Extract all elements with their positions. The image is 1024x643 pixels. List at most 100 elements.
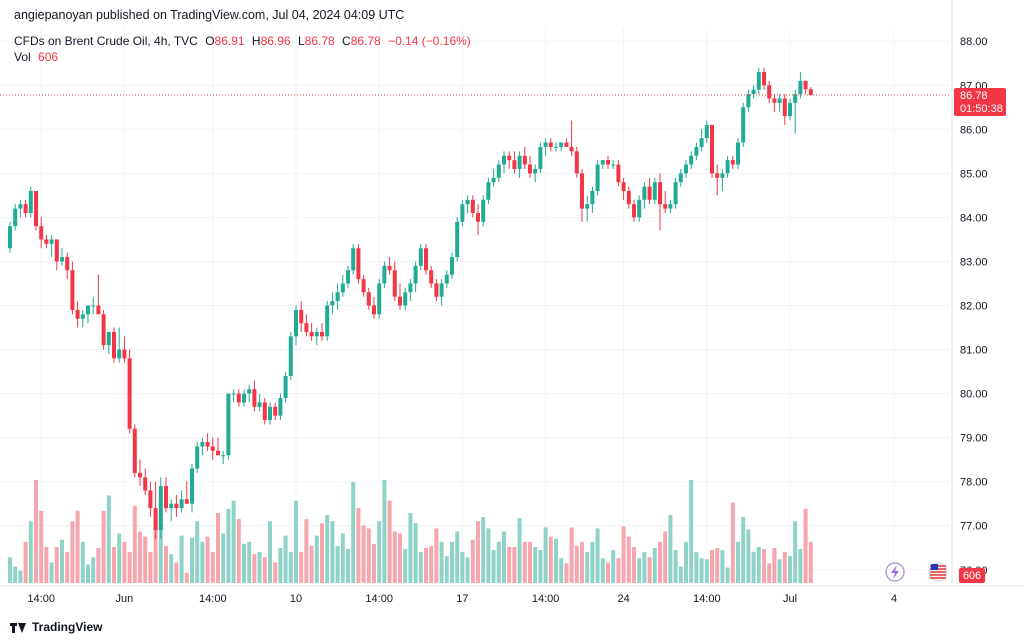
x-tick-label: 10 bbox=[290, 593, 302, 605]
volume-tag[interactable] bbox=[959, 568, 985, 583]
volume-bar bbox=[642, 552, 647, 583]
candle-body bbox=[736, 142, 740, 165]
candle-body bbox=[481, 199, 486, 222]
candle-body bbox=[190, 468, 194, 504]
volume-bar bbox=[200, 541, 205, 583]
y-tick-label: 84.00 bbox=[960, 212, 988, 224]
symbol-name: CFDs on Brent Crude Oil, 4h, TVC bbox=[14, 34, 198, 48]
candle-body bbox=[543, 142, 548, 147]
volume-bar bbox=[366, 528, 371, 583]
volume-bar bbox=[460, 552, 465, 583]
volume-bar bbox=[616, 558, 621, 583]
y-tick-label: 85.00 bbox=[960, 168, 988, 180]
candle-body bbox=[184, 499, 189, 504]
volume-bar bbox=[184, 572, 189, 583]
candle-body bbox=[112, 331, 116, 359]
candle-body bbox=[226, 393, 231, 456]
volume-bar bbox=[486, 528, 491, 583]
volume-bar bbox=[543, 527, 548, 583]
volume-bar bbox=[689, 480, 694, 583]
candle-body bbox=[496, 164, 501, 178]
candle-body bbox=[533, 168, 538, 174]
volume-bar bbox=[268, 521, 272, 583]
volume-bar bbox=[86, 564, 90, 583]
volume-bar bbox=[351, 482, 356, 583]
candle-body bbox=[200, 442, 205, 447]
volume-bar bbox=[439, 541, 444, 583]
candle-body bbox=[673, 182, 678, 205]
candle-body bbox=[637, 199, 642, 218]
volume-bar bbox=[179, 535, 184, 583]
volume-bar bbox=[647, 557, 652, 583]
volume-bar bbox=[684, 541, 688, 583]
legend-symbol[interactable]: CFDs on Brent Crude Oil, 4h, TVC O86.91 … bbox=[14, 34, 471, 48]
candle-body bbox=[663, 204, 668, 209]
volume-bar bbox=[522, 541, 527, 583]
volume-bar bbox=[403, 549, 408, 583]
candle-body bbox=[798, 80, 803, 95]
candle-body bbox=[699, 138, 704, 147]
candle-body bbox=[408, 283, 413, 293]
volume-bar bbox=[101, 510, 106, 583]
x-tick-label: 14:00 bbox=[365, 593, 393, 605]
candle-body bbox=[606, 160, 610, 165]
volume-bar bbox=[715, 547, 720, 583]
y-tick-label: 83.00 bbox=[960, 256, 988, 268]
volume-bar bbox=[143, 536, 148, 583]
volume-bar bbox=[798, 549, 803, 583]
volume-bar bbox=[418, 552, 423, 583]
y-tick-label: 79.00 bbox=[960, 433, 988, 445]
candle-body bbox=[39, 226, 44, 240]
volume-bar bbox=[808, 541, 813, 583]
candle-body bbox=[242, 393, 246, 403]
volume-bar bbox=[314, 535, 319, 583]
candle-body bbox=[231, 393, 236, 395]
volume-bar bbox=[694, 552, 699, 583]
candle-body bbox=[522, 155, 527, 165]
candle-body bbox=[595, 164, 600, 191]
volume-bar bbox=[330, 521, 335, 583]
x-tick-label: 14:00 bbox=[532, 593, 560, 605]
volume-bar bbox=[304, 519, 309, 583]
candle-body bbox=[808, 89, 813, 95]
candle-body bbox=[621, 182, 626, 191]
volume-bar bbox=[595, 528, 600, 583]
candle-body bbox=[777, 98, 782, 103]
volume-bar bbox=[481, 517, 486, 583]
volume-bar bbox=[725, 567, 730, 583]
candle-body bbox=[517, 155, 522, 169]
candle-body bbox=[793, 94, 798, 103]
candle-body bbox=[18, 204, 23, 209]
candle-body bbox=[366, 292, 371, 306]
candle-body bbox=[80, 314, 85, 319]
lightning-icon-bolt bbox=[891, 565, 899, 579]
volume-bar bbox=[652, 547, 657, 583]
volume-bar bbox=[112, 546, 116, 583]
high-label: H bbox=[251, 34, 261, 48]
volume-bar bbox=[720, 550, 725, 583]
volume-bar bbox=[340, 533, 345, 583]
candle-body bbox=[122, 349, 127, 359]
footer-brand[interactable]: TradingView bbox=[10, 620, 102, 634]
legend-volume[interactable]: Vol 606 bbox=[14, 50, 58, 64]
y-tick-label: 88.00 bbox=[960, 36, 988, 48]
candle-body bbox=[60, 257, 64, 262]
volume-bar bbox=[590, 541, 595, 583]
volume-bar bbox=[138, 531, 142, 583]
candle-body bbox=[158, 486, 163, 531]
candle-body bbox=[169, 503, 174, 509]
publisher-line: angiepanoyan published on TradingView.co… bbox=[14, 8, 405, 22]
volume-bar bbox=[377, 521, 382, 583]
open-label: O bbox=[205, 34, 215, 48]
candle-body bbox=[512, 160, 517, 169]
volume-bar bbox=[767, 563, 772, 583]
y-tick-label: 81.00 bbox=[960, 345, 988, 357]
volume-bar bbox=[39, 510, 44, 583]
last-price-tag[interactable] bbox=[954, 87, 1006, 116]
volume-bar bbox=[507, 546, 512, 583]
volume-bar bbox=[632, 546, 636, 583]
volume-bar bbox=[13, 566, 18, 583]
candle-body bbox=[647, 186, 652, 200]
volume-bar bbox=[637, 558, 642, 583]
